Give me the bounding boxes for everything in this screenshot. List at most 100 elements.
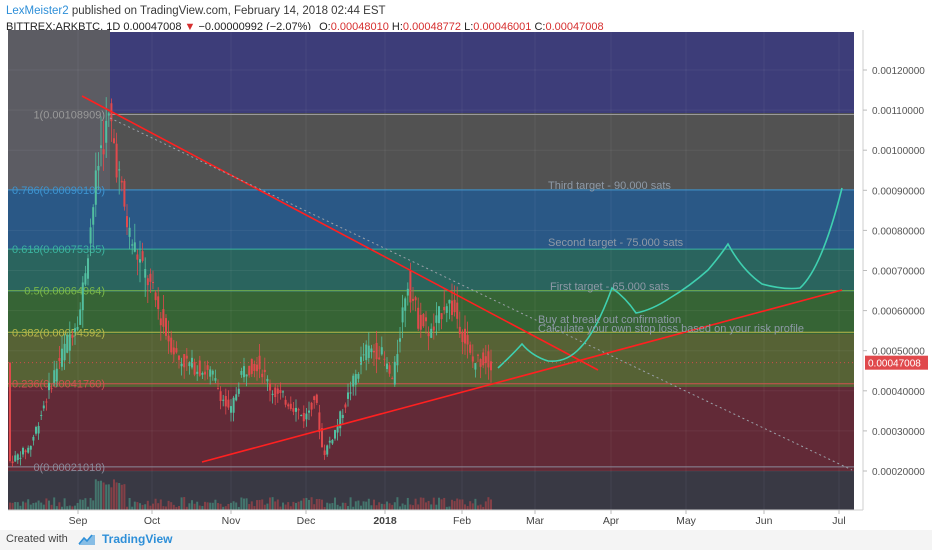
fib-label: 0.236(0.00041760) bbox=[12, 379, 105, 391]
dotted-projection-line bbox=[109, 117, 853, 471]
tradingview-brand[interactable]: TradingView bbox=[78, 532, 172, 546]
fib-label: 0.618(0.00075335) bbox=[12, 244, 105, 256]
y-tick-label: 0.00080000 bbox=[872, 226, 925, 237]
candle-body bbox=[222, 399, 225, 401]
footer: Created with TradingView bbox=[0, 530, 932, 550]
author-link[interactable]: LexMeister2 bbox=[6, 5, 69, 17]
x-tick-label: Mar bbox=[526, 515, 545, 527]
candles bbox=[9, 97, 492, 467]
volume-bar bbox=[482, 506, 485, 510]
volume-bar bbox=[14, 502, 17, 510]
candle-body bbox=[235, 394, 238, 401]
candle-body bbox=[113, 138, 115, 144]
volume-bar bbox=[373, 499, 375, 510]
chart-area[interactable]: 1(0.00108909) 0.786(0.00090100) 0.618(0.00… bbox=[0, 30, 932, 530]
y-tick-label: 0.00020000 bbox=[872, 467, 925, 478]
volume-bar bbox=[297, 501, 300, 510]
volume-bar bbox=[9, 502, 11, 510]
volume-bar bbox=[232, 501, 235, 510]
volume-bar bbox=[354, 501, 357, 510]
volume-bar bbox=[269, 497, 271, 510]
candle-body bbox=[146, 278, 149, 286]
candle-body bbox=[217, 388, 219, 390]
candle-body bbox=[243, 366, 245, 378]
descending-trendline bbox=[81, 95, 599, 371]
candle-body bbox=[256, 364, 258, 372]
candle-body bbox=[456, 302, 459, 319]
candle-body bbox=[175, 348, 178, 353]
time-axis[interactable]: Sep Oct Nov Dec 2018 Feb Mar Apr May Jun Jul bbox=[8, 509, 863, 527]
x-tick-label: Sep bbox=[69, 515, 88, 527]
volume-bar bbox=[120, 484, 123, 510]
volume-bar bbox=[11, 502, 14, 510]
volume-bar bbox=[349, 497, 352, 510]
y-tick-label: 0.00100000 bbox=[872, 146, 925, 157]
volume-bar bbox=[243, 498, 245, 510]
candle-body bbox=[144, 269, 147, 278]
candle-body bbox=[313, 396, 316, 401]
volume-bar bbox=[302, 498, 305, 510]
price-chart[interactable]: 1(0.00108909) 0.786(0.00090100) 0.618(0.00… bbox=[0, 30, 932, 530]
candle-body bbox=[115, 143, 118, 178]
candle-body bbox=[165, 318, 167, 336]
candle-body bbox=[482, 352, 485, 366]
open-label: O: bbox=[319, 21, 331, 33]
y-tick-label: 0.00050000 bbox=[872, 347, 925, 358]
plot-area[interactable]: 1(0.00108909) 0.786(0.00090100) 0.618(0.00… bbox=[8, 30, 863, 510]
candle-body bbox=[310, 402, 313, 410]
candle-body bbox=[347, 392, 349, 399]
candle-body bbox=[282, 391, 284, 393]
candle-body bbox=[487, 351, 490, 368]
candle-body bbox=[48, 382, 50, 391]
volume-bar bbox=[292, 501, 295, 510]
candle-body bbox=[136, 254, 139, 260]
volume-bar bbox=[469, 501, 472, 510]
candle-body bbox=[126, 216, 128, 228]
candle-body bbox=[170, 337, 173, 353]
candle-body bbox=[253, 363, 256, 371]
fib-band-0236 bbox=[8, 387, 854, 471]
candle-body bbox=[419, 314, 422, 330]
volume-bar bbox=[144, 504, 147, 510]
volume-bar bbox=[425, 502, 427, 510]
volume-bar bbox=[136, 502, 139, 510]
candle-body bbox=[37, 426, 40, 434]
candle-body bbox=[399, 338, 401, 342]
fib-label: 0.382(0.00054592) bbox=[12, 327, 105, 339]
candle-body bbox=[27, 447, 30, 453]
volume-bar bbox=[159, 499, 162, 510]
candle-body bbox=[365, 344, 368, 361]
volume-bar bbox=[438, 497, 440, 510]
y-tick-label: 0.00090000 bbox=[872, 186, 925, 197]
down-arrow-icon: ▼ bbox=[184, 21, 196, 33]
volume-bar bbox=[79, 499, 82, 510]
volume-bar bbox=[484, 501, 487, 510]
volume-bar bbox=[100, 480, 102, 510]
volume-bar bbox=[458, 499, 461, 510]
candle-body bbox=[76, 326, 79, 330]
volume-bar bbox=[237, 506, 240, 510]
volume-bar bbox=[188, 503, 191, 510]
price-axis[interactable]: 0.00120000 0.00110000 0.00100000 0.00090000… bbox=[862, 30, 925, 510]
volume-bar bbox=[110, 487, 113, 510]
candle-body bbox=[188, 362, 191, 367]
volume-bar bbox=[375, 505, 378, 510]
volume-bar bbox=[315, 499, 318, 510]
volume-bar bbox=[115, 482, 118, 510]
candle-body bbox=[152, 281, 154, 283]
candle-body bbox=[68, 334, 71, 351]
volume-bar bbox=[287, 502, 290, 510]
volume-bar bbox=[362, 501, 365, 510]
annotations: Third target - 90.000 sats Second target … bbox=[538, 180, 804, 335]
candle-body bbox=[305, 413, 308, 420]
volume-bar bbox=[276, 499, 279, 510]
volume-bar bbox=[253, 506, 256, 510]
volume-bar bbox=[201, 505, 204, 510]
candle-body bbox=[159, 318, 162, 326]
volume-bar bbox=[326, 502, 329, 510]
candle-body bbox=[63, 343, 66, 361]
candle-body bbox=[326, 445, 329, 455]
volume-bar bbox=[84, 498, 87, 510]
candle-body bbox=[378, 357, 381, 360]
candle-body bbox=[417, 307, 420, 329]
